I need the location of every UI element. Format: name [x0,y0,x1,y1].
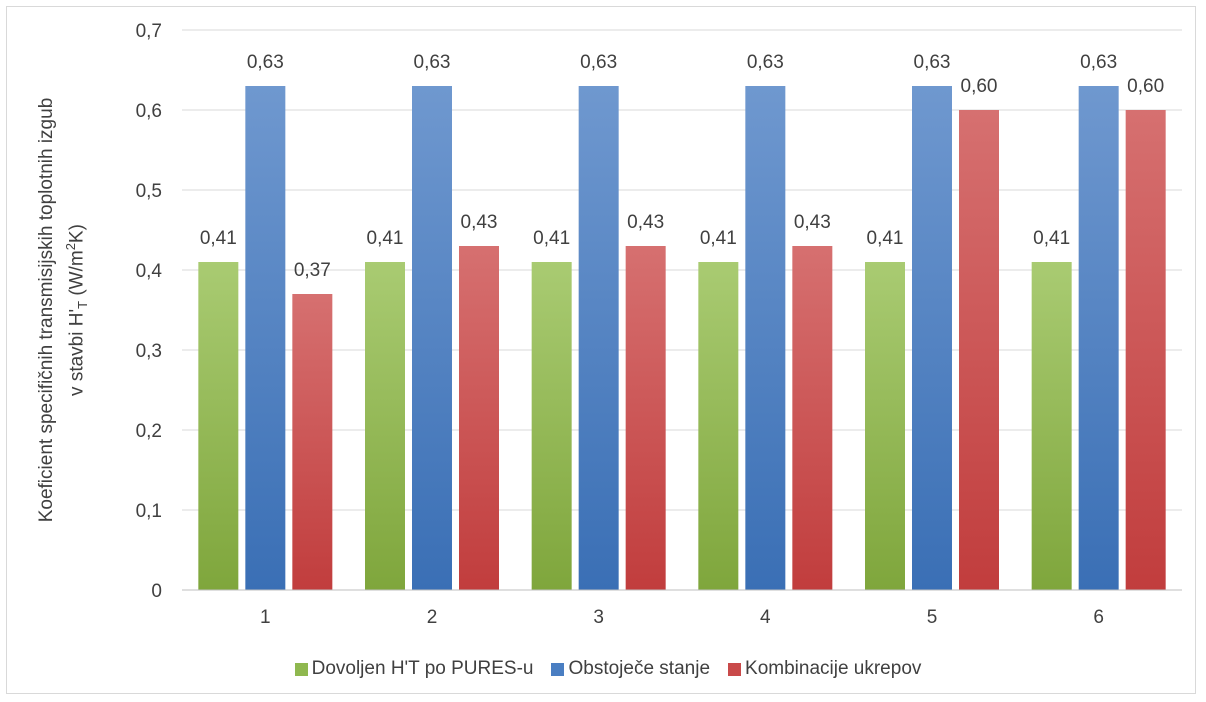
data-label: 0,41 [367,228,404,249]
data-label: 0,43 [627,212,664,233]
data-label: 0,60 [1127,76,1164,97]
legend-swatch-series-3 [728,662,742,676]
bar-series-2-cat-2 [412,86,452,590]
data-label: 0,41 [867,228,904,249]
bar-series-1-cat-1 [198,262,239,590]
bar-series-1-cat-5 [865,262,905,590]
data-label: 0,63 [747,52,784,73]
y-tick-label: 0,3 [136,341,162,362]
data-label: 0,41 [700,228,737,249]
gridlines [182,29,1182,511]
data-labels: 0,41 0,63 0,37 0,41 0,63 0,43 0,41 0,63 0,43 0,41… [200,52,1164,281]
legend-item-series-3: Kombinacije ukrepov [728,658,921,680]
bar-series-3-cat-5 [959,110,999,590]
bar-series-2-cat-5 [912,86,952,590]
x-tick-label: 1 [260,607,271,628]
bar-series-2-cat-3 [578,86,619,590]
x-tick-label: 3 [593,607,604,628]
legend-item-series-1: Dovoljen H'T po PURES-u [294,658,534,680]
data-label: 0,63 [914,52,951,73]
y-tick-label: 0,7 [136,21,162,42]
legend-swatch-series-1 [294,662,308,676]
bar-series-3-cat-3 [625,246,666,590]
bar-series-1-cat-4 [698,262,739,590]
legend-item-series-2: Obstoječe stanje [551,658,710,680]
bar-series-3-cat-4 [792,246,833,590]
bars [198,86,1166,590]
legend-swatch-series-2 [551,662,565,676]
legend-label-series-2: Obstoječe stanje [568,658,711,679]
y-tick-label: 0,5 [136,181,162,202]
data-label: 0,41 [533,228,570,249]
legend: Dovoljen H'T po PURES-u Obstoječe stanje… [0,654,1206,684]
data-label: 0,60 [961,76,998,97]
bar-series-3-cat-1 [292,294,333,590]
legend-label-series-1: Dovoljen H'T po PURES-u [311,658,534,679]
data-label: 0,63 [414,52,451,73]
data-label: 0,63 [247,52,284,73]
data-label: 0,41 [200,228,237,249]
x-tick-label: 5 [927,607,938,628]
bar-series-3-cat-6 [1125,110,1166,590]
y-tick-label: 0,2 [136,421,162,442]
data-label: 0,37 [294,260,331,281]
y-tick-label: 0,1 [136,501,162,522]
data-label: 0,63 [1080,52,1117,73]
x-tick-label: 4 [760,607,771,628]
bar-series-1-cat-6 [1031,262,1072,590]
chart-frame [6,6,1196,694]
axes: 0 0,1 0,2 0,3 0,4 0,5 0,6 0,7 1 2 3 4 5 6 [136,21,1182,628]
bar-series-2-cat-4 [745,86,786,590]
legend-label-series-3: Kombinacije ukrepov [745,658,922,679]
x-tick-label: 6 [1093,607,1104,628]
data-label: 0,63 [580,52,617,73]
y-tick-label: 0,4 [136,261,163,282]
data-label: 0,43 [461,212,498,233]
bar-series-2-cat-6 [1078,86,1119,590]
x-tick-label: 2 [427,607,438,628]
data-label: 0,41 [1033,228,1070,249]
y-tick-label: 0,6 [136,101,162,122]
bar-series-1-cat-2 [365,262,405,590]
bar-series-1-cat-3 [531,262,572,590]
data-label: 0,43 [794,212,831,233]
bar-series-3-cat-2 [459,246,499,590]
bar-series-2-cat-1 [245,86,286,590]
y-tick-label: 0 [151,581,162,602]
